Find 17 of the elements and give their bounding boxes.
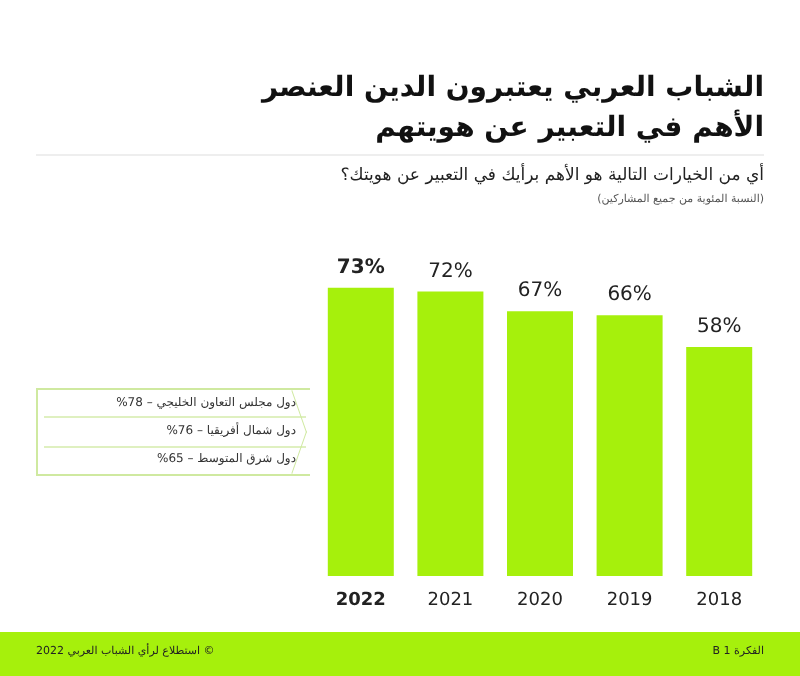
x-tick-label: 2018 (696, 591, 743, 611)
data-label: 66% (607, 284, 652, 307)
bar (686, 346, 753, 576)
data-label: 67% (517, 280, 563, 303)
x-tick-label: 2022 (335, 591, 386, 611)
data-label: 58% (696, 315, 742, 338)
data-label: 73% (336, 256, 385, 279)
x-tick-label: 2019 (606, 591, 654, 611)
bar (596, 315, 663, 576)
bar (507, 311, 573, 576)
bar (327, 287, 394, 576)
chart-title: الشباب العربي يعتبرون الدين العنصر الأهم في التعبير عن هويتهم (258, 70, 764, 148)
x-tick-label: 2020 (517, 591, 564, 611)
chart-subtitle: أي من الخيارات التالية هو الأهم برأيك في التعبير عن هويتك؟ (340, 166, 764, 186)
bar (417, 291, 484, 576)
x-tick-label: 2021 (427, 591, 474, 611)
data-label: 72% (428, 260, 473, 283)
